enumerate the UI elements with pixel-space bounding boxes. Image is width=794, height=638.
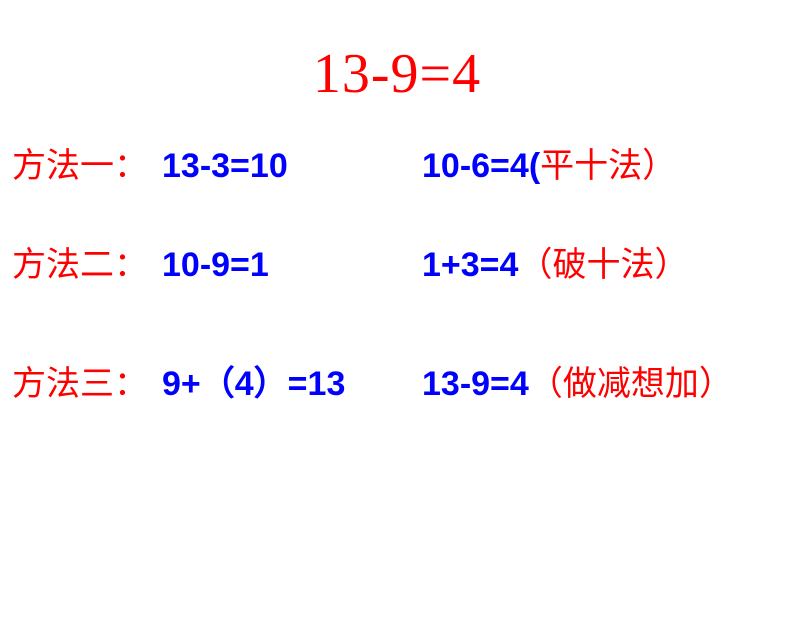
method-2-label: 方法二：	[12, 237, 162, 286]
method-1-name: 平十法）	[540, 148, 676, 185]
method-row-3: 方法三： 9+（4）=13 13-9=4（做减想加）	[12, 356, 794, 405]
equation-title: 13-9=4	[0, 42, 794, 106]
method-2-equation-2-group: 1+3=4（破十法）	[422, 237, 688, 286]
method-row-1: 方法一： 13-3=10 10-6=4(平十法）	[12, 138, 794, 187]
method-1-label: 方法一：	[12, 138, 162, 187]
method-2-equation-1: 10-9=1	[162, 246, 422, 285]
method-1-equation-2: 10-6=4	[422, 147, 529, 185]
method-3-label: 方法三：	[12, 356, 162, 405]
method-1-equation-1: 13-3=10	[162, 147, 422, 186]
method-2-equation-2: 1+3=4	[422, 246, 518, 284]
method-1-paren-open: (	[529, 147, 540, 185]
method-3-name: （做减想加）	[529, 366, 733, 403]
method-row-2: 方法二： 10-9=1 1+3=4（破十法）	[12, 237, 794, 286]
method-1-equation-2-group: 10-6=4(平十法）	[422, 138, 676, 187]
method-3-equation-2-group: 13-9=4（做减想加）	[422, 356, 733, 405]
method-3-equation-1: 9+（4）=13	[162, 356, 422, 405]
method-2-name: （破十法）	[518, 247, 688, 284]
method-3-equation-2: 13-9=4	[422, 365, 529, 403]
